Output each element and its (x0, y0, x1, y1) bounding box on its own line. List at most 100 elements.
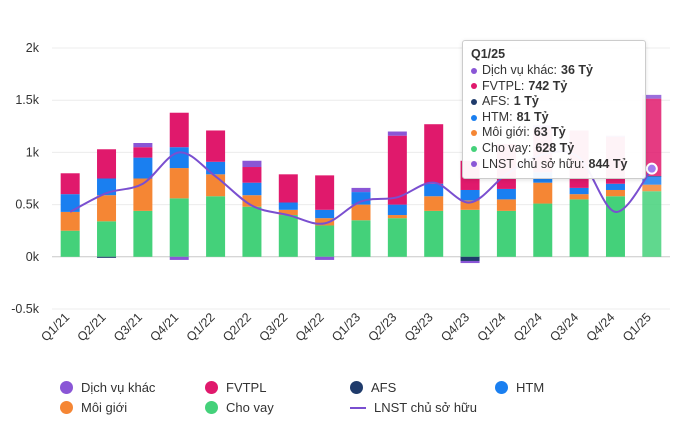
x-tick-label: Q4/24 (584, 310, 618, 344)
tooltip-label: Dịch vụ khác: (482, 63, 558, 77)
bar-segment (169, 168, 189, 199)
y-tick-label: -0.5k (11, 302, 40, 316)
bar-segment (278, 215, 298, 257)
bar-segment (387, 204, 407, 216)
legend-label: FVTPL (226, 380, 267, 395)
bar-segment (242, 206, 262, 257)
tooltip-value: 81 Tỷ (516, 109, 549, 124)
tooltip-row: HTM: 81 Tỷ (471, 110, 637, 126)
x-tick-label: Q1/25 (620, 310, 654, 344)
bar-segment (133, 157, 153, 179)
bar-segment (424, 124, 444, 184)
bar-segment (315, 256, 335, 260)
legend-item[interactable]: AFS (350, 380, 396, 395)
x-tick-label: Q3/21 (111, 310, 145, 344)
tooltip-row: LNST chủ sở hữu: 844 Tỷ (471, 157, 637, 173)
bar-segment (642, 184, 662, 192)
tooltip-dot (471, 83, 477, 90)
x-tick-label: Q4/22 (293, 310, 327, 344)
bar-segment (496, 188, 516, 200)
tooltip-label: HTM: (482, 109, 513, 124)
legend-dot-marker (205, 401, 218, 414)
tooltip-row: Môi giới: 63 Tỷ (471, 125, 637, 141)
bar-segment (315, 218, 335, 226)
legend-item[interactable]: HTM (495, 380, 544, 395)
legend-item[interactable]: Cho vay (205, 400, 274, 415)
bar-segment (60, 211, 80, 231)
y-axis: 2k 1.5k 1k 0.5k 0k -0.5k (11, 41, 40, 316)
legend-label: Môi giới (81, 400, 128, 415)
y-tick-label: 2k (26, 41, 40, 55)
tooltip-title: Q1/25 (471, 47, 506, 61)
bar-segment (133, 143, 153, 148)
x-tick-label: Q2/22 (220, 310, 254, 344)
legend-item[interactable]: Dịch vụ khác (60, 380, 155, 395)
tooltip-label: Môi giới: (482, 125, 530, 140)
tooltip-value: 628 Tỷ (535, 140, 575, 155)
bar-segment (97, 221, 117, 257)
bar-segment (533, 182, 553, 204)
legend-label: AFS (371, 380, 397, 395)
legend-item[interactable]: Môi giới (60, 400, 127, 415)
x-tick-label: Q1/22 (184, 310, 218, 344)
tooltip-value: 63 Tỷ (533, 125, 566, 140)
tooltip-dot (471, 145, 477, 152)
bar-segment (133, 147, 153, 158)
bar-segment (206, 130, 226, 162)
bar-segment (424, 210, 444, 257)
bar-segment (569, 194, 589, 200)
legend-dot-marker (350, 381, 363, 394)
bar-segment (569, 187, 589, 195)
bar-segment (387, 215, 407, 219)
tooltip-value: 844 Tỷ (588, 156, 628, 171)
bar-segment (206, 196, 226, 257)
x-tick-label: Q4/23 (438, 310, 472, 344)
tooltip: Q1/25 Dịch vụ khác: 36 Tỷ FVTPL: 742 Tỷ AFS:… (462, 40, 646, 180)
tooltip-label: Cho vay: (482, 140, 532, 155)
legend-label: LNST chủ sở hữu (374, 400, 477, 415)
tooltip-dot (471, 130, 477, 137)
bar-segment (206, 161, 226, 175)
bars (60, 94, 662, 264)
y-tick-label: 1k (26, 145, 40, 159)
bar-segment (387, 218, 407, 257)
bar-segment (242, 167, 262, 183)
bar-segment (460, 209, 480, 257)
bar-segment (424, 196, 444, 211)
x-tick-label: Q4/21 (147, 310, 181, 344)
bar-segment (496, 199, 516, 211)
tooltip-dot (471, 161, 477, 168)
bar-segment (278, 209, 298, 216)
x-tick-label: Q1/21 (38, 310, 72, 344)
legend-dot-marker (60, 381, 73, 394)
bar-segment (460, 260, 480, 264)
bar-segment (60, 173, 80, 195)
bar-segment (460, 256, 480, 261)
bar-segment (133, 210, 153, 257)
x-tick-label: Q2/23 (365, 310, 399, 344)
bar-segment (242, 182, 262, 196)
bar-segment (642, 98, 662, 177)
bar-segment (351, 187, 371, 193)
tooltip-row: Cho vay: 628 Tỷ (471, 141, 637, 157)
tooltip-label: AFS: (482, 94, 510, 109)
bar-segment (460, 200, 480, 210)
tooltip-label: LNST chủ sở hữu: (482, 156, 585, 171)
bar-segment (605, 183, 625, 190)
bar-segment (242, 160, 262, 168)
legend-dot-marker (205, 381, 218, 394)
legend-label: Cho vay (226, 400, 274, 415)
legend-item[interactable]: LNST chủ sở hữu (350, 400, 477, 415)
tooltip-row: FVTPL: 742 Tỷ (471, 79, 637, 95)
bar-segment (569, 199, 589, 257)
bar-segment (605, 196, 625, 257)
tooltip-dot (471, 67, 477, 74)
bar-segment (387, 131, 407, 136)
x-tick-label: Q1/24 (475, 310, 509, 344)
legend-item[interactable]: FVTPL (205, 380, 266, 395)
legend-label: HTM (516, 380, 545, 395)
y-tick-label: 1.5k (15, 93, 39, 107)
bar-segment (460, 189, 480, 201)
bar-segment (351, 204, 371, 221)
x-axis: Q1/21 Q2/21 Q3/21 Q4/21 Q1/22 Q2/22 Q3/22 Q4/22… (38, 310, 654, 344)
